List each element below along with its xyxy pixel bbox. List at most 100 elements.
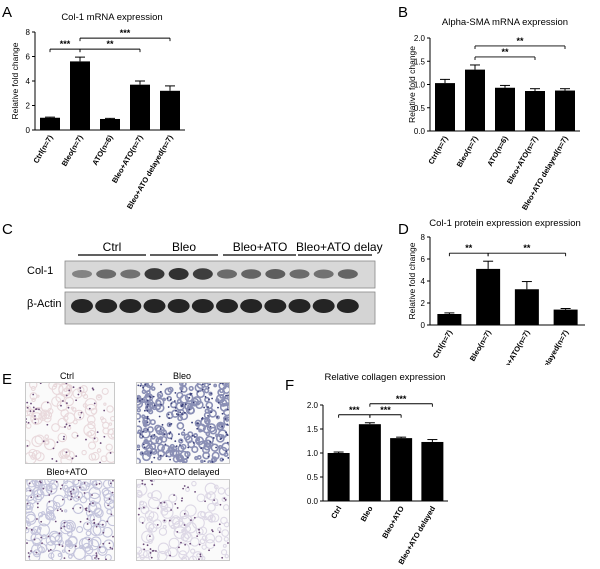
blot-group-bleo-ato-delay: Bleo+ATO delay	[296, 240, 383, 254]
tissue-cell	[177, 456, 183, 462]
panel-letter-e: E	[2, 371, 13, 388]
tissue-nucleus	[71, 457, 74, 460]
tissue-cell	[102, 480, 113, 489]
tissue-nucleus	[103, 409, 106, 412]
tissue-cell	[146, 515, 153, 522]
tissue-cell	[207, 502, 216, 512]
tissue-cell	[79, 385, 88, 394]
tissue-nucleus	[26, 421, 27, 423]
tissue-nucleus	[65, 383, 68, 385]
tissue-nucleus	[79, 416, 82, 419]
x-tick-label: Ctrl(n=7)	[426, 134, 450, 166]
tissue-cell	[187, 440, 196, 449]
tissue-cell	[222, 504, 229, 511]
tissue-cell	[137, 444, 141, 449]
x-tick-label: Bleo+ATO(n=7)	[110, 133, 145, 185]
tissue-cell	[204, 482, 217, 495]
tissue-nucleus	[143, 548, 146, 551]
tissue-nucleus	[94, 557, 96, 559]
tissue-cell	[64, 396, 74, 407]
y-axis-label: Relative fold change	[10, 42, 20, 119]
tissue-cell	[102, 427, 110, 435]
tissue-cell	[205, 442, 211, 448]
tissue-nucleus	[183, 411, 186, 414]
bar	[40, 117, 60, 130]
tissue-nucleus	[188, 396, 191, 399]
tissue-cell	[82, 521, 93, 531]
tissue-nucleus	[30, 402, 32, 405]
y-tick-label: 6	[421, 255, 426, 264]
bar	[435, 83, 455, 131]
tissue-cell	[195, 439, 200, 444]
tissue-cell	[162, 524, 167, 529]
tissue-nucleus	[85, 509, 88, 512]
tissue-cell	[31, 435, 44, 448]
tissue-cell	[209, 426, 218, 435]
tissue-cell	[87, 429, 97, 439]
tissue-nucleus	[213, 544, 216, 547]
tissue-cell	[52, 501, 61, 510]
tissue-cell	[184, 450, 191, 458]
tissue-cell	[50, 515, 56, 521]
tissue-cell	[137, 425, 143, 434]
chart-alpha-sma-mrna: Alpha-SMA mRNA expression Relative fold c…	[407, 17, 580, 212]
tissue-nucleus	[194, 490, 196, 493]
tissue-cell	[97, 394, 101, 399]
actin-band	[336, 299, 359, 313]
significance-label: ***	[60, 39, 71, 49]
tissue-nucleus	[98, 546, 101, 549]
tissue-cell	[158, 436, 163, 441]
actin-band	[288, 299, 311, 313]
tissue-cell	[215, 394, 226, 404]
tissue-cell	[168, 493, 178, 503]
tissue-nucleus	[177, 413, 180, 416]
tissue-cell	[141, 429, 151, 439]
tissue-cell	[107, 480, 114, 489]
tissue-cell	[206, 491, 216, 501]
tissue-nucleus	[83, 482, 86, 484]
tissue-nucleus	[142, 543, 145, 546]
tissue-nucleus	[174, 391, 177, 394]
tissue-nucleus	[54, 520, 57, 523]
tissue-nucleus	[62, 400, 64, 402]
tissue-cell	[110, 433, 114, 439]
tissue-cell	[146, 451, 152, 457]
tissue-cell	[47, 408, 54, 415]
tissue-nucleus	[64, 426, 66, 428]
tissue-cell	[215, 535, 223, 543]
tissue-cell	[176, 542, 190, 556]
tissue-nucleus	[207, 455, 210, 458]
tissue-nucleus	[26, 502, 29, 505]
tissue-cell	[200, 555, 206, 560]
chart-col1-protein: Col-1 protein expression expression Relat…	[407, 218, 585, 365]
micrograph-bleo-ato	[25, 479, 115, 561]
tissue-nucleus	[146, 428, 149, 431]
tissue-nucleus	[217, 406, 219, 409]
tissue-cell	[51, 396, 62, 407]
tissue-cell	[26, 517, 30, 524]
tissue-nucleus	[215, 446, 217, 449]
tissue-cell	[30, 385, 36, 391]
tissue-nucleus	[159, 390, 162, 393]
tissue-cell	[106, 508, 112, 515]
tissue-nucleus	[141, 480, 144, 482]
tissue-nucleus	[226, 408, 229, 411]
tissue-nucleus	[138, 448, 141, 451]
y-tick-label: 1.5	[414, 57, 426, 66]
tissue-cell	[34, 434, 45, 445]
tissue-cell	[82, 542, 92, 552]
tissue-cell	[165, 449, 174, 458]
tissue-nucleus	[174, 440, 177, 443]
tissue-nucleus	[93, 522, 96, 525]
tissue-nucleus	[30, 550, 32, 552]
tissue-nucleus	[225, 450, 228, 453]
tissue-nucleus	[109, 546, 112, 549]
tissue-nucleus	[180, 439, 183, 442]
x-tick-label: Bleo(n=7)	[60, 133, 85, 168]
tissue-cell	[202, 439, 208, 445]
tissue-nucleus	[47, 550, 50, 552]
tissue-nucleus	[142, 435, 144, 438]
tissue-nucleus	[142, 430, 144, 433]
tissue-nucleus	[207, 406, 209, 408]
tissue-cell	[144, 393, 154, 402]
